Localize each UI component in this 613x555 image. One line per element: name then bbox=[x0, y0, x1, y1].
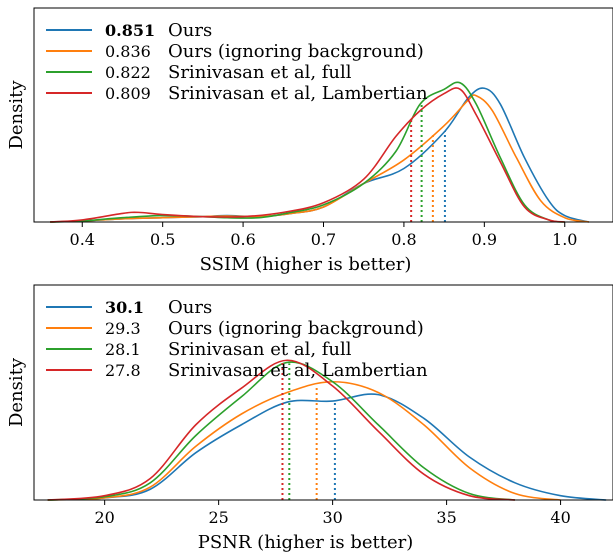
legend-label-1: Ours bbox=[168, 20, 212, 41]
x-axis-label: SSIM (higher is better) bbox=[200, 254, 412, 275]
x-tick-label: 0.7 bbox=[311, 230, 336, 249]
x-tick-label: 1.0 bbox=[552, 230, 577, 249]
x-tick-label: 0.4 bbox=[70, 230, 95, 249]
legend-label-2: Ours (ignoring background) bbox=[168, 318, 424, 339]
x-tick-label: 0.6 bbox=[230, 230, 255, 249]
density-curve-2 bbox=[50, 94, 590, 223]
x-tick-label: 0.5 bbox=[150, 230, 175, 249]
legend: 0.851 Ours 0.836 Ours (ignoring background)… bbox=[46, 20, 428, 104]
legend-label-4: Srinivasan et al, Lambertian bbox=[168, 360, 428, 381]
legend-value-3: 28.1 bbox=[105, 340, 141, 359]
x-tick-label: 30 bbox=[322, 508, 342, 527]
density-curve-2 bbox=[47, 380, 561, 501]
legend-value-1: 30.1 bbox=[105, 298, 144, 317]
density-curve-4 bbox=[47, 359, 516, 501]
y-axis-label: Density bbox=[6, 357, 27, 427]
legend-label-4: Srinivasan et al, Lambertian bbox=[168, 83, 428, 104]
x-tick-label: 0.8 bbox=[391, 230, 416, 249]
psnr-density-chart: 20 25 30 35 40 PSNR (higher is better) Density… bbox=[6, 284, 613, 553]
x-tick-label: 0.9 bbox=[472, 230, 497, 249]
y-axis-label: Density bbox=[6, 80, 27, 150]
legend-value-1: 0.851 bbox=[105, 21, 155, 40]
x-axis-label: PSNR (higher is better) bbox=[198, 532, 414, 553]
plot-frame bbox=[33, 284, 613, 501]
density-curve-1 bbox=[47, 393, 607, 501]
legend-label-3: Srinivasan et al, full bbox=[168, 339, 352, 360]
legend-label-3: Srinivasan et al, full bbox=[168, 62, 352, 83]
x-tick-label: 25 bbox=[208, 508, 228, 527]
legend-value-2: 0.836 bbox=[105, 42, 151, 61]
legend-value-4: 0.809 bbox=[105, 84, 151, 103]
legend-value-4: 27.8 bbox=[105, 361, 141, 380]
density-curve-4 bbox=[50, 87, 565, 223]
x-tick-label: 40 bbox=[550, 508, 570, 527]
ssim-density-chart: 0.4 0.5 0.6 0.7 0.8 0.9 1.0 SSIM (higher is bet… bbox=[6, 7, 613, 275]
density-curve-1 bbox=[50, 87, 590, 223]
legend-label-1: Ours bbox=[168, 297, 212, 318]
legend-value-3: 0.822 bbox=[105, 63, 151, 82]
legend-value-2: 29.3 bbox=[105, 319, 141, 338]
x-tick-label: 35 bbox=[436, 508, 456, 527]
legend: 30.1 Ours 29.3 Ours (ignoring background) 28… bbox=[46, 297, 428, 381]
density-curve-3 bbox=[47, 361, 516, 501]
x-tick-label: 20 bbox=[94, 508, 114, 527]
density-curve-3 bbox=[50, 81, 565, 223]
legend-label-2: Ours (ignoring background) bbox=[168, 41, 424, 62]
